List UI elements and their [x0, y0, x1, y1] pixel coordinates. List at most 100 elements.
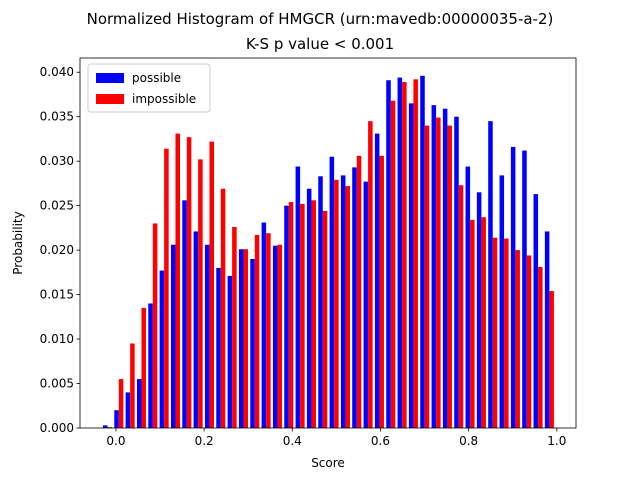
y-tick-label: 0.040 — [40, 65, 74, 79]
bar — [284, 205, 289, 428]
bar — [549, 291, 554, 428]
bar — [107, 427, 113, 428]
bar — [118, 379, 124, 428]
bar — [424, 125, 430, 428]
bar — [198, 159, 203, 428]
bar — [481, 217, 486, 428]
bar — [436, 117, 441, 429]
bar — [152, 223, 158, 428]
bar — [386, 80, 391, 428]
bar — [272, 245, 278, 428]
x-tick-label: 0.2 — [195, 434, 214, 448]
bar — [408, 103, 414, 428]
bar — [170, 244, 176, 428]
bar — [352, 167, 357, 428]
bar — [533, 194, 539, 428]
bar — [295, 166, 301, 428]
bar — [306, 188, 312, 428]
bar — [102, 425, 108, 428]
legend-swatch — [96, 73, 124, 83]
y-tick-label: 0.035 — [40, 110, 74, 124]
bar — [250, 259, 255, 428]
bar — [300, 203, 305, 428]
bar — [544, 231, 550, 428]
bar — [254, 234, 260, 428]
bar — [232, 226, 237, 428]
bar — [186, 137, 192, 428]
x-tick-label: 1.0 — [547, 434, 566, 448]
bar — [136, 379, 142, 428]
bar — [492, 237, 498, 428]
y-tick-label: 0.020 — [40, 243, 74, 257]
x-tick-label: 0.6 — [371, 434, 390, 448]
bar — [193, 231, 199, 428]
bar — [476, 192, 482, 428]
bar — [447, 125, 452, 428]
bar — [413, 79, 418, 428]
bar — [465, 166, 471, 428]
bar — [368, 121, 373, 428]
x-tick-label: 0.4 — [283, 434, 302, 448]
bar — [431, 105, 437, 429]
bar — [420, 75, 425, 429]
chart-subtitle: K-S p value < 0.001 — [246, 35, 394, 53]
bar — [220, 188, 226, 428]
bar — [164, 148, 169, 428]
bar — [356, 155, 362, 428]
bar — [130, 343, 135, 428]
bar — [204, 244, 210, 428]
bar — [322, 210, 328, 428]
bar — [261, 222, 267, 428]
bar — [340, 175, 346, 428]
bar — [363, 181, 369, 428]
bar — [522, 150, 527, 428]
chart-title: Normalized Histogram of HMGCR (urn:maved… — [87, 10, 554, 28]
bar — [243, 249, 248, 428]
bar — [182, 200, 187, 428]
plot-frame — [79, 57, 577, 429]
bar — [311, 200, 316, 428]
bar — [334, 179, 339, 428]
bar — [114, 410, 119, 428]
y-tick-label: 0.010 — [40, 332, 74, 346]
bar — [402, 82, 407, 429]
bar — [238, 249, 244, 428]
bar — [148, 303, 153, 428]
x-axis-label: Score — [311, 456, 345, 470]
bar — [526, 255, 532, 428]
bar — [499, 175, 505, 428]
bar — [345, 186, 350, 428]
bar — [470, 219, 475, 428]
y-axis-label: Probability — [11, 211, 25, 274]
bar — [209, 141, 214, 428]
bar — [159, 270, 165, 428]
bar — [454, 116, 459, 429]
bar — [538, 267, 543, 428]
bar — [277, 244, 282, 428]
bar — [379, 155, 384, 428]
bar — [397, 77, 403, 428]
y-tick-label: 0.025 — [40, 199, 74, 213]
y-tick-label: 0.015 — [40, 288, 74, 302]
y-tick-label: 0.005 — [40, 377, 74, 391]
bar — [458, 185, 464, 428]
bar — [227, 275, 233, 428]
legend-swatch — [96, 94, 124, 104]
bar — [510, 146, 516, 428]
legend-label: impossible — [132, 92, 196, 106]
y-tick-label: 0.000 — [40, 421, 74, 435]
bar — [515, 250, 520, 428]
y-tick-label: 0.030 — [40, 154, 74, 168]
bar — [329, 156, 335, 429]
bar — [318, 176, 323, 428]
bar — [266, 233, 271, 428]
bar — [442, 108, 448, 428]
bar — [504, 238, 509, 428]
bar — [374, 133, 380, 429]
bar — [488, 121, 493, 428]
bar — [141, 307, 147, 428]
x-tick-label: 0.8 — [459, 434, 478, 448]
x-tick-label: 0.0 — [106, 434, 125, 448]
bar — [390, 100, 396, 428]
